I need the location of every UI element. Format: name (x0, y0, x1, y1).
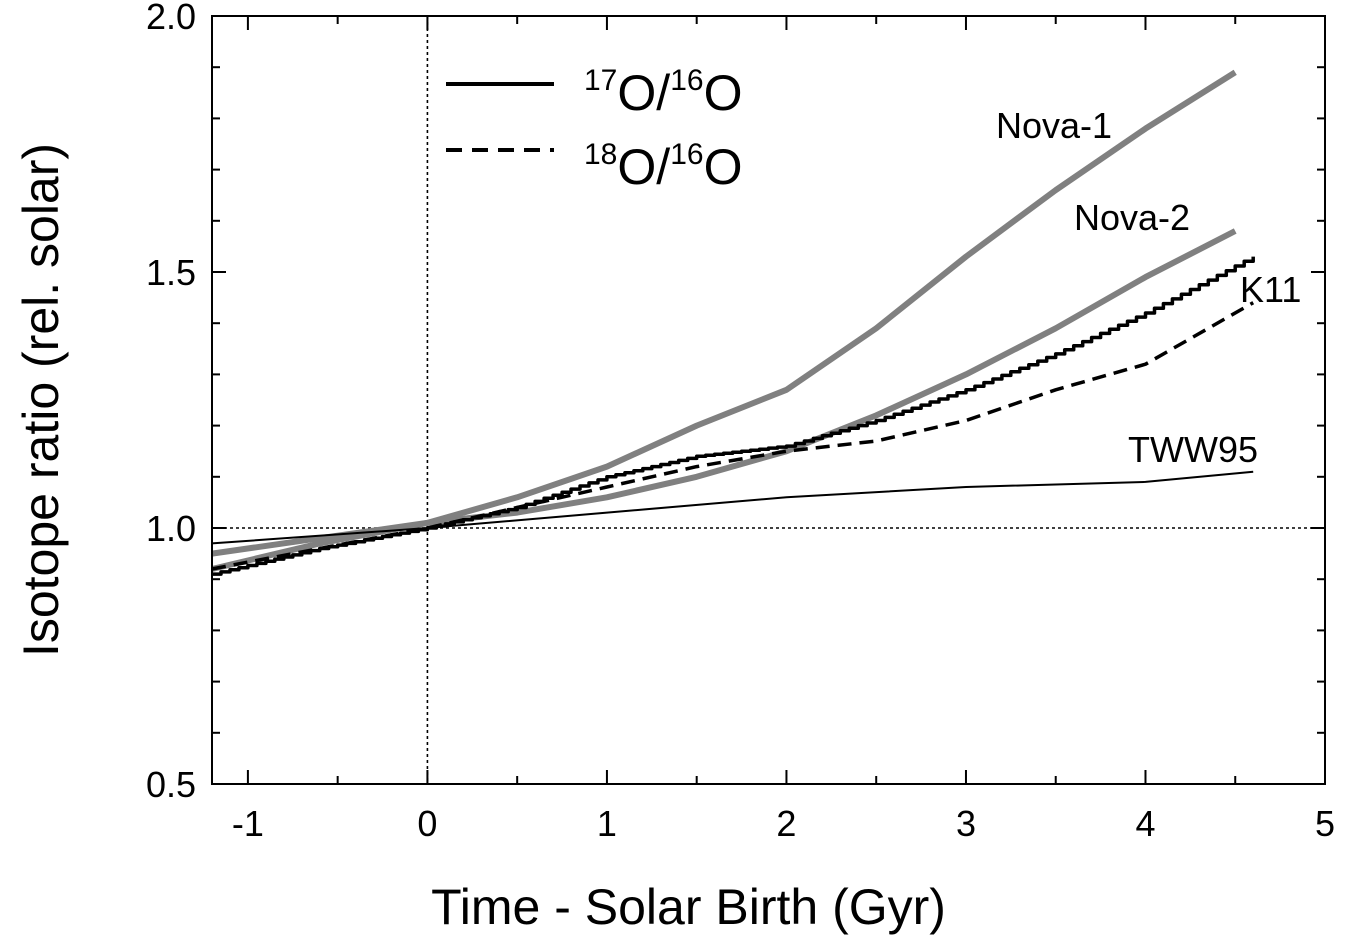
y-axis-title: Isotope ratio (rel. solar) (13, 143, 69, 657)
x-tick-label: -1 (232, 803, 264, 844)
plot-frame (211, 15, 1326, 785)
tick-labels: -1 0 1 2 3 4 5 0.5 1.0 1.5 2.0 (146, 0, 1335, 844)
y-tick-label: 2.0 (146, 0, 196, 37)
curve-label-nova-2: Nova-2 (1074, 197, 1190, 238)
y-tick-label: 0.5 (146, 764, 196, 805)
x-tick-label: 1 (597, 803, 617, 844)
axis-ticks (212, 15, 1326, 785)
y-tick-label: 1.5 (146, 252, 196, 293)
legend-den-mass: 16 (670, 64, 703, 97)
legend-num-mass: 17 (584, 64, 617, 97)
curve-label-nova-1: Nova-1 (996, 105, 1112, 146)
legend-sep: / (656, 139, 670, 195)
legend-num-el: O (617, 65, 656, 121)
legend-den-mass: 16 (670, 138, 703, 171)
legend-den-el: O (704, 139, 743, 195)
legend: 17O/16O 18O/16O (446, 64, 742, 195)
reference-lines (212, 16, 1325, 784)
x-tick-label: 2 (776, 803, 796, 844)
curve-label-k11: K11 (1240, 269, 1301, 310)
series-nova-2 (211, 228, 1237, 557)
curve-label-tww95: TWW95 (1128, 429, 1258, 470)
legend-sep: / (656, 65, 670, 121)
series-tww95 (211, 470, 1254, 545)
x-tick-label: 0 (417, 803, 437, 844)
legend-label-18o-16o: 18O/16O (584, 138, 742, 195)
legend-den-el: O (704, 65, 743, 121)
legend-num-mass: 18 (584, 138, 617, 171)
x-tick-label: 5 (1315, 803, 1335, 844)
x-axis-title: Time - Solar Birth (Gyr) (431, 879, 946, 935)
x-tick-label: 3 (956, 803, 976, 844)
series-k11-18o (211, 301, 1255, 571)
legend-num-el: O (617, 139, 656, 195)
x-tick-label: 4 (1135, 803, 1155, 844)
legend-label-17o-16o: 17O/16O (584, 64, 742, 121)
y-tick-label: 1.0 (146, 508, 196, 549)
series-layer (211, 69, 1255, 576)
